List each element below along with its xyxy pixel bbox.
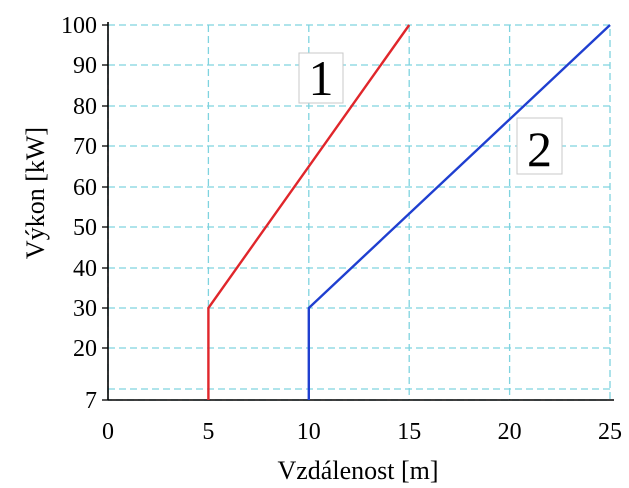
x-tick-labels: 0 5 10 15 20 25 <box>102 419 622 445</box>
y-axis-title: Výkon [kW] <box>21 127 50 259</box>
axes <box>102 22 614 401</box>
callout-label: 2 <box>527 121 552 177</box>
plot-frame <box>107 24 611 401</box>
y-tick-label: 40 <box>73 256 97 282</box>
x-tick-label: 15 <box>397 419 421 445</box>
series-callout-2: 2 <box>516 117 563 177</box>
x-tick-label: 10 <box>297 419 321 445</box>
callout-box <box>298 52 344 104</box>
y-tick-label: 30 <box>73 296 97 322</box>
y-tick-labels: 7 20 30 40 50 60 70 80 90 100 <box>61 13 97 414</box>
series <box>207 24 611 400</box>
series-callout-1: 1 <box>298 50 344 106</box>
y-tick-label: 100 <box>61 13 97 39</box>
x-tick-label: 0 <box>102 419 114 445</box>
y-tick-label: 20 <box>73 336 97 362</box>
y-tick-label: 50 <box>73 215 97 241</box>
grid <box>107 24 611 401</box>
callout-label: 1 <box>309 50 334 106</box>
y-tick-label: 60 <box>73 175 97 201</box>
x-axis-title: Vzdálenost [m] <box>277 456 438 485</box>
x-tick-label: 5 <box>202 419 214 445</box>
series-callouts: 12 <box>298 50 563 177</box>
y-tick-label: 7 <box>85 388 97 414</box>
y-tick-label: 80 <box>73 94 97 120</box>
series-line-1 <box>207 24 411 400</box>
series-line-2 <box>307 24 611 400</box>
x-tick-label: 20 <box>498 419 522 445</box>
x-tick-label: 25 <box>598 419 622 445</box>
callout-box <box>516 117 563 175</box>
y-tick-label: 70 <box>73 134 97 160</box>
y-tick-label: 90 <box>73 53 97 79</box>
